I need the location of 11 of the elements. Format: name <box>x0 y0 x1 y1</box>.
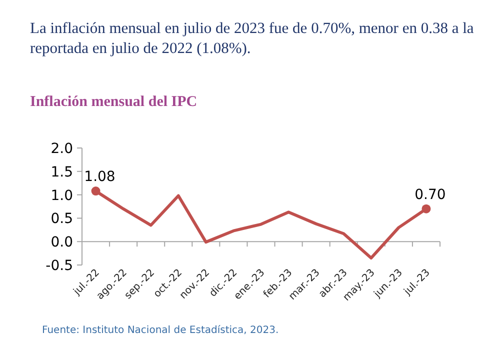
text: 1.5 <box>50 164 73 180</box>
text: 2.0 <box>50 141 73 157</box>
text: -0.5 <box>46 258 73 274</box>
text: La inflación mensual en julio de 2023 fue de 0.70%, menor en 0.38 a la reportada en julio de 2022 (1.08%). <box>30 20 474 57</box>
data-label: 0.70 <box>414 186 446 203</box>
source-note: Fuente: Instituto Nacional de Estadística, 2023. <box>42 325 279 336</box>
data-label: 1.08 <box>84 169 116 186</box>
text: 0.0 <box>50 234 73 251</box>
chart-title: Inflación mensual del IPC <box>30 94 198 110</box>
text: 0.5 <box>50 211 73 228</box>
text: 1.0 <box>50 188 73 204</box>
